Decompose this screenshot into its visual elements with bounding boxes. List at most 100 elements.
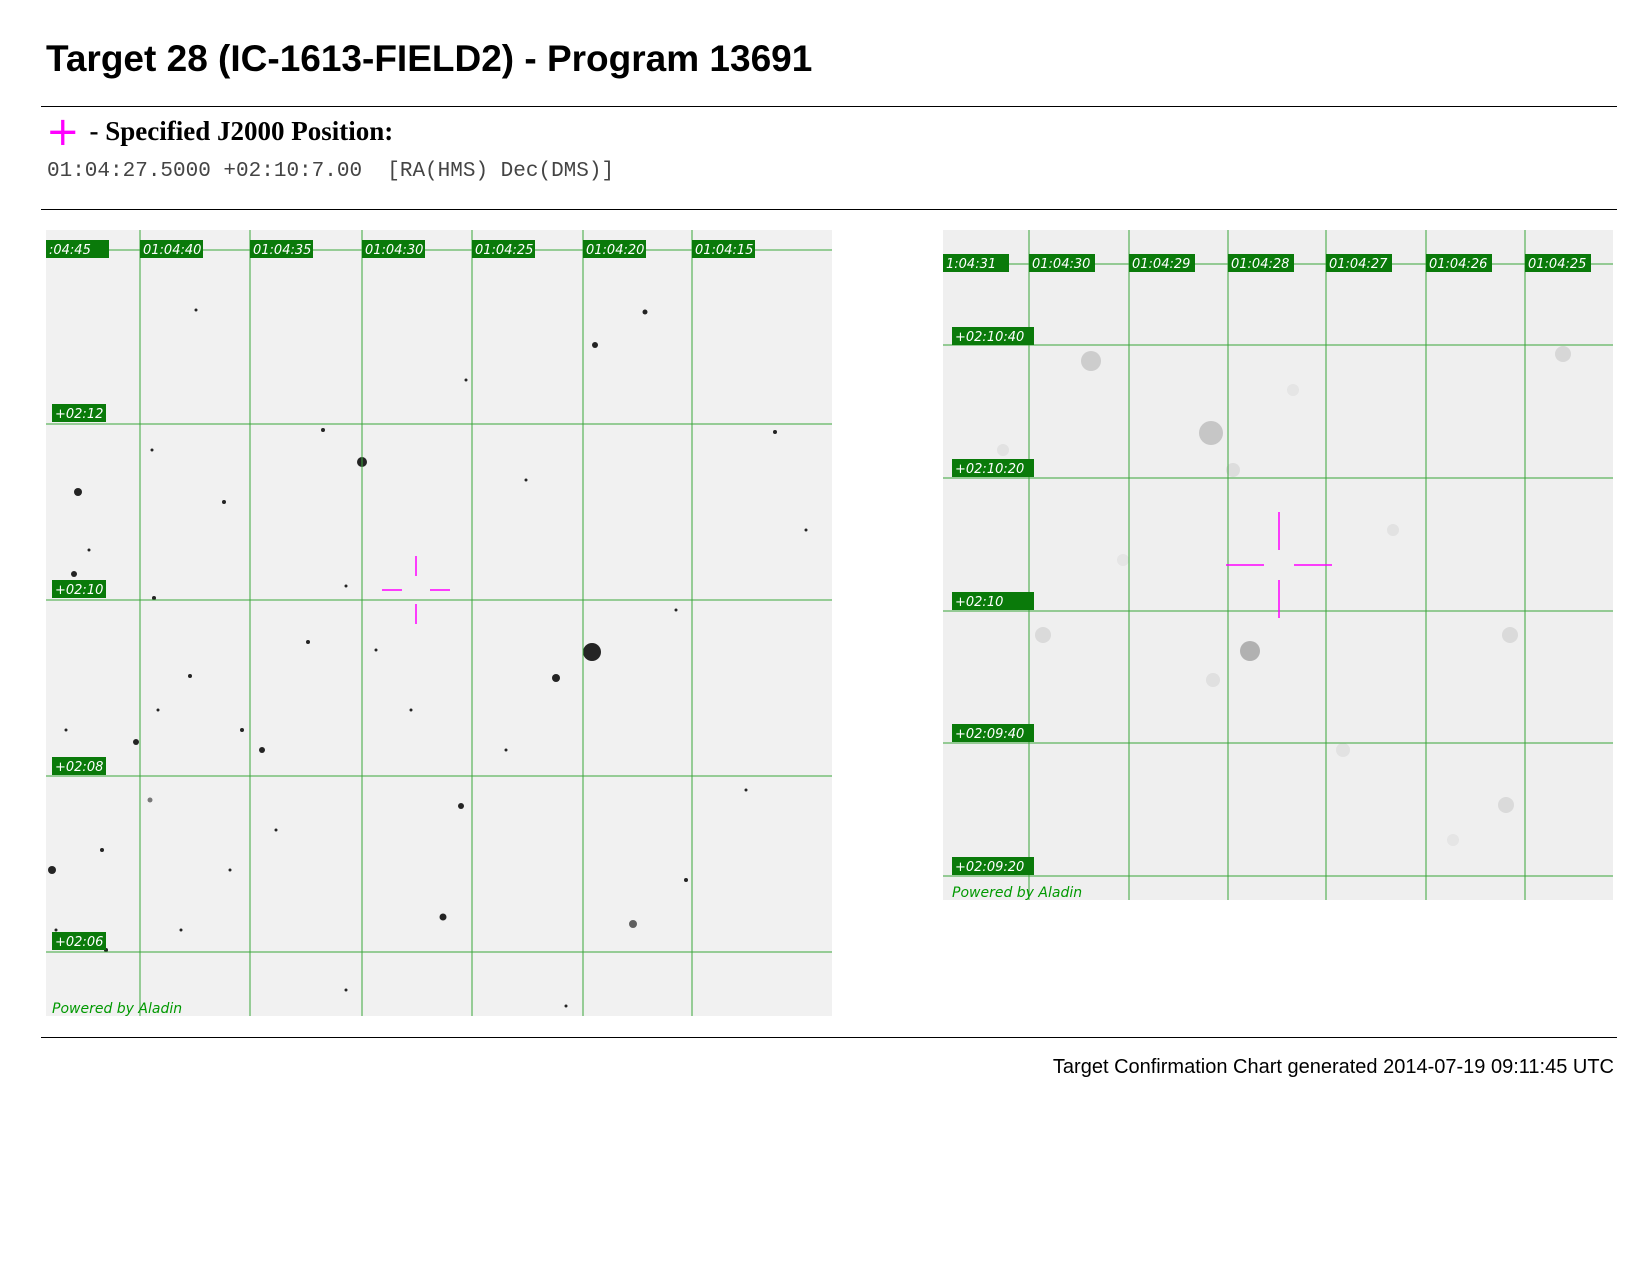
dec-label-box: [52, 580, 106, 598]
dec-tick-label: +02:09:20: [955, 860, 1024, 875]
sky-source: [306, 640, 310, 644]
sky-source: [684, 878, 688, 882]
ra-label-box: [1326, 254, 1392, 272]
ra-tick-label: 01:04:28: [1231, 257, 1289, 272]
sky-source: [71, 571, 77, 577]
aladin-credit: Powered by Aladin: [952, 885, 1082, 900]
sky-source: [1555, 346, 1571, 362]
sky-source: [1498, 797, 1514, 813]
ra-tick-label: 01:04:20: [586, 243, 644, 258]
sky-source: [592, 342, 598, 348]
sky-source: [259, 747, 265, 753]
sky-source: [409, 708, 413, 712]
dec-label-box: [952, 327, 1034, 345]
sky-source: [54, 928, 58, 932]
dec-label-box: [952, 724, 1034, 742]
ra-label-box: [1029, 254, 1095, 272]
sky-source: [48, 866, 56, 874]
dec-tick-label: +02:10: [955, 595, 1003, 610]
dec-label-box: [952, 459, 1034, 477]
ra-tick-label: 01:04:30: [1032, 257, 1090, 272]
dec-tick-label: +02:10:40: [955, 330, 1024, 345]
generation-timestamp: Target Confirmation Chart generated 2014…: [1052, 1056, 1614, 1078]
sky-source: [1447, 834, 1459, 846]
sky-source: [997, 444, 1009, 456]
specified-position-label: - Specified J2000 Position:: [89, 116, 394, 146]
header-divider: [41, 106, 1617, 107]
sky-source: [552, 674, 560, 682]
sky-source: [1240, 641, 1260, 661]
sky-source: [458, 803, 464, 809]
sky-source: [629, 920, 637, 928]
sky-source: [344, 988, 348, 992]
dec-tick-label: +02:06: [55, 935, 103, 950]
ra-label-box: [1426, 254, 1492, 272]
sky-source: [1081, 351, 1101, 371]
sky-source: [1387, 524, 1399, 536]
dec-label-box: [52, 404, 106, 422]
dec-label-box: [952, 592, 1034, 610]
sky-source: [87, 548, 91, 552]
sky-source: [152, 596, 156, 600]
ra-label-box: [250, 240, 313, 258]
ra-tick-label: 01:04:30: [365, 243, 423, 258]
ra-label-box: [583, 240, 646, 258]
ra-label-box: [1228, 254, 1294, 272]
ra-label-box: [1129, 254, 1195, 272]
specified-position-heading: + - Specified J2000 Position:: [46, 108, 394, 155]
sky-source: [1336, 743, 1350, 757]
ra-label-box: [943, 254, 1009, 272]
dec-label-box: [52, 932, 106, 950]
ra-tick-label: 1:04:31: [946, 257, 996, 272]
dec-tick-label: +02:10:20: [955, 462, 1024, 477]
page-title: Target 28 (IC-1613-FIELD2) - Program 136…: [46, 38, 813, 79]
sky-source: [464, 378, 468, 382]
ra-tick-label: 01:04:26: [1429, 257, 1487, 272]
zoomed-sky-image: 1:04:31 01:04:30 01:04:29 01:04:28 01:04:27 0…: [943, 230, 1613, 900]
sky-source: [564, 1004, 568, 1008]
sky-source: [642, 309, 648, 315]
sky-source: [344, 584, 348, 588]
sky-source: [156, 708, 160, 712]
sky-source: [274, 828, 278, 832]
ra-tick-label: 01:04:35: [253, 243, 311, 258]
sky-source: [133, 739, 139, 745]
crosshair-marker-icon: +: [46, 108, 80, 155]
sky-source: [374, 648, 378, 652]
ra-tick-label: :04:45: [49, 243, 91, 258]
ra-tick-label: 01:04:15: [695, 243, 753, 258]
sky-source: [194, 308, 198, 312]
sky-source: [773, 430, 777, 434]
sky-source: [1117, 554, 1129, 566]
sky-source: [147, 797, 153, 803]
sky-source: [744, 788, 748, 792]
ra-label-box: [362, 240, 425, 258]
sky-source: [524, 478, 528, 482]
sky-source: [240, 728, 244, 732]
ra-tick-label: 01:04:29: [1132, 257, 1190, 272]
ra-label-box: [692, 240, 755, 258]
sky-source: [1287, 384, 1299, 396]
sky-source: [804, 528, 808, 532]
position-divider: [41, 209, 1617, 210]
dec-label-box: [52, 757, 106, 775]
sky-source: [179, 928, 183, 932]
sky-source: [222, 500, 226, 504]
sky-source: [64, 728, 68, 732]
ra-label-box: [46, 240, 109, 258]
sky-source: [583, 643, 601, 661]
sky-source: [100, 848, 104, 852]
ra-tick-label: 01:04:27: [1329, 257, 1388, 272]
sky-source: [74, 488, 82, 496]
dec-tick-label: +02:08: [55, 760, 103, 775]
footer-divider: [41, 1037, 1617, 1038]
sky-source: [188, 674, 192, 678]
ra-tick-label: 01:04:25: [1528, 257, 1586, 272]
aladin-credit: Powered by Aladin: [52, 1001, 182, 1016]
dec-label-box: [952, 857, 1034, 875]
wide-field-sky-image: :04:45 01:04:40 01:04:35 01:04:30 01:04:25 01…: [46, 230, 832, 1016]
ra-label-box: [1525, 254, 1591, 272]
ra-label-box: [472, 240, 535, 258]
sky-source: [674, 608, 678, 612]
sky-source: [1035, 627, 1051, 643]
